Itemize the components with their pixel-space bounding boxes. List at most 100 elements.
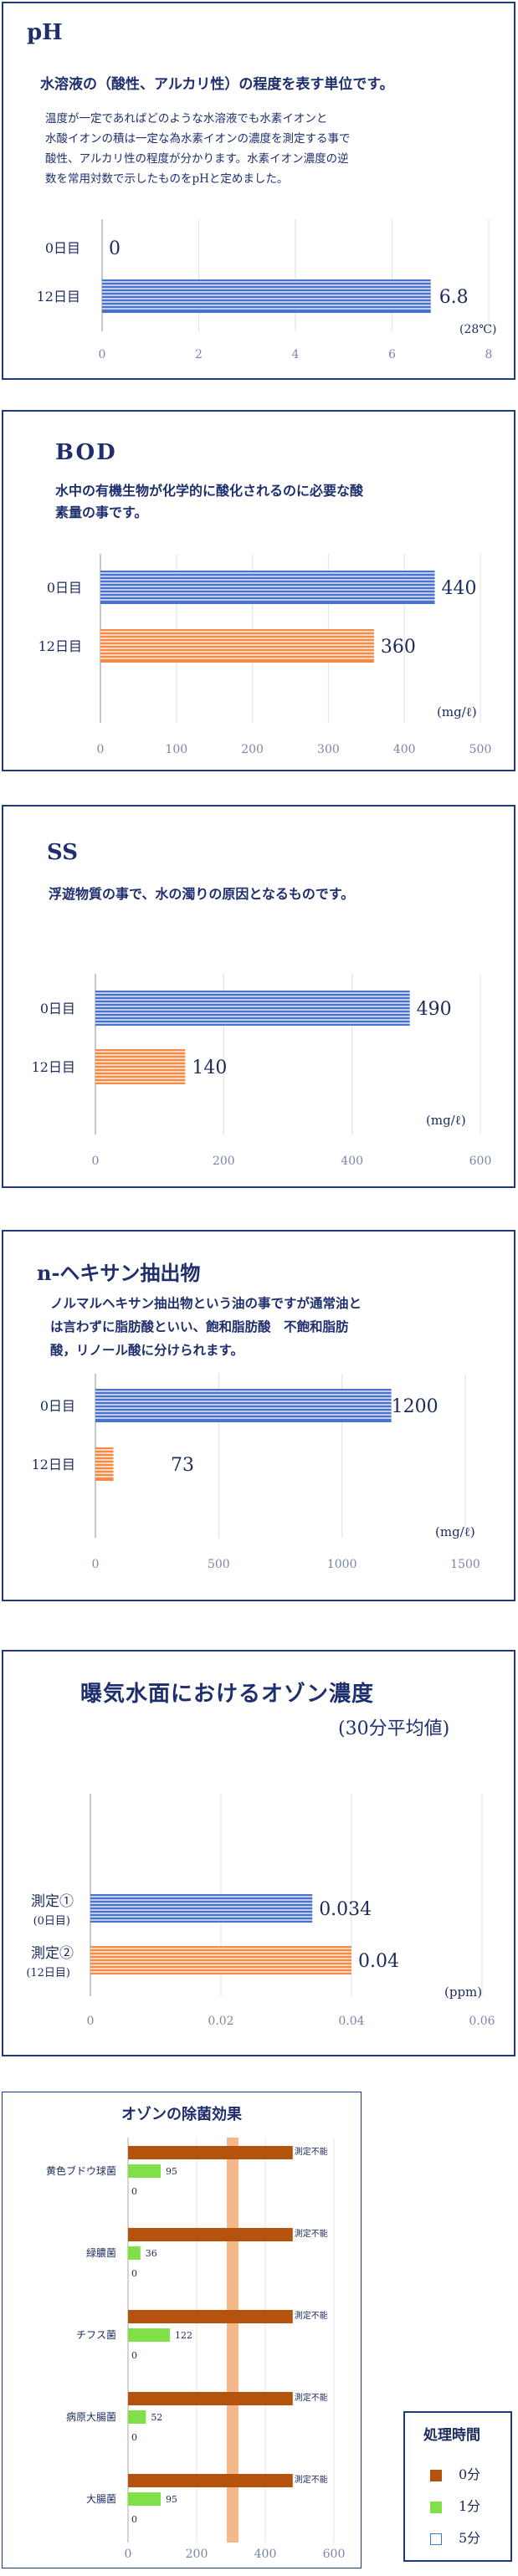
x-tick-label: 100 <box>165 743 187 756</box>
value-label: 測定不能 <box>295 2392 328 2403</box>
bar-0min <box>128 2310 293 2323</box>
bar-1min <box>128 2328 171 2342</box>
x-tick-label: 1500 <box>450 1558 480 1571</box>
value-label: 95 <box>166 2166 177 2177</box>
legend-label: 5分 <box>459 2530 481 2546</box>
category-label: 測定② <box>31 1945 74 1962</box>
value-label: 0 <box>109 238 121 259</box>
x-tick-label: 0 <box>99 348 106 361</box>
ozone-unit: (ppm) <box>444 1984 483 2000</box>
x-tick-label: 0.02 <box>208 2015 233 2028</box>
value-label: 0.034 <box>319 1899 372 1920</box>
value-label: 360 <box>381 637 416 658</box>
ph-panel: pH 水溶液の（酸性、アルカリ性）の程度を表す単位です。 温度が一定であればどの… <box>2 2 515 380</box>
bar-1min <box>128 2246 141 2260</box>
sterilize-title: オゾンの除菌効果 <box>121 2106 242 2123</box>
legend-item-5min: 5分 <box>430 2527 480 2547</box>
legend-swatch-white <box>430 2532 442 2545</box>
legend-title: 処理時間 <box>423 2427 480 2444</box>
x-tick-label: 500 <box>208 1558 230 1571</box>
category-label: 大腸菌 <box>86 2493 116 2505</box>
bar-0min <box>128 2392 293 2405</box>
hexane-desc-line: は言わずに脂肪酸といい、飽和脂肪酸 不飽和脂肪 <box>50 1319 349 1334</box>
category-label: 12日目 <box>32 1059 75 1075</box>
value-label: 0 <box>131 2186 137 2197</box>
ss-chart: 0 200 400 600 0日目 490 12日目 140 <box>32 974 492 1168</box>
value-label: 52 <box>151 2412 162 2423</box>
x-tick-label: 600 <box>469 1155 492 1168</box>
value-label: 95 <box>166 2494 177 2505</box>
value-label: 測定不能 <box>295 2146 328 2157</box>
bar-0 <box>95 991 410 1026</box>
category-label: 0日目 <box>40 1001 75 1017</box>
x-tick-label: 200 <box>186 2548 208 2561</box>
bar-1 <box>95 1049 186 1084</box>
x-tick-label: 6 <box>388 348 396 361</box>
x-tick-label: 300 <box>317 743 340 756</box>
ph-subtitle: 水溶液の（酸性、アルカリ性）の程度を表す単位です。 <box>40 76 394 93</box>
value-label: 0 <box>131 2432 137 2443</box>
value-label: 6.8 <box>439 287 469 308</box>
x-tick-label: 200 <box>213 1155 235 1168</box>
bar-1 <box>102 279 431 313</box>
bar-1 <box>95 1447 114 1481</box>
bar-1min <box>128 2164 161 2178</box>
category-label: 黄色ブドウ球菌 <box>46 2164 116 2177</box>
value-label: 490 <box>417 999 452 1020</box>
bar-0-fill <box>95 1389 392 1422</box>
x-tick-label: 8 <box>485 348 493 361</box>
ss-title: SS <box>47 840 78 865</box>
value-label: 測定不能 <box>295 2474 328 2485</box>
ph-desc-line: 温度が一定であればどのような水溶液でも水素イオンと <box>45 112 328 125</box>
x-tick-label: 200 <box>241 743 264 756</box>
bar-1 <box>90 1946 351 1974</box>
value-label: 36 <box>146 2248 157 2259</box>
bar-0 <box>100 571 435 604</box>
value-label: 0 <box>131 2268 137 2279</box>
ozone-subtitle: (30分平均値) <box>338 1718 450 1739</box>
x-tick-label: 0 <box>87 2015 95 2028</box>
x-tick-label: 0 <box>97 743 105 756</box>
x-tick-label: 0.06 <box>469 2015 495 2028</box>
ss-desc-line: 浮遊物質の事で、水の濁りの原因となるものです。 <box>49 886 355 902</box>
legend-label: 1分 <box>459 2498 481 2514</box>
ph-unit: (28℃) <box>459 323 497 336</box>
category-label: 12日目 <box>37 289 80 305</box>
bar-0min <box>128 2228 293 2241</box>
category-label: 12日目 <box>38 638 82 654</box>
ss-unit: (mg/ℓ) <box>426 1113 466 1128</box>
bod-desc-line: 水中の有機生物が化学的に酸化されるのに必要な酸 <box>55 483 364 499</box>
bar-0min <box>128 2474 293 2487</box>
value-label: 0 <box>131 2350 137 2361</box>
sterilize-panel: オゾンの除菌効果 0 200 400 600 測定不能 95 0 黄色ブドウ球菌 測定不能 36 0… <box>2 2092 362 2568</box>
sterilize-chart: 0 200 400 600測定不能950黄色ブドウ球菌測定不能360緑膿菌測定不能12… <box>46 2138 346 2561</box>
bod-panel: BOD 水中の有機生物が化学的に酸化されるのに必要な酸 素量の事です。 0 100… <box>2 410 515 771</box>
ss-description: 浮遊物質の事で、水の濁りの原因となるものです。 <box>49 883 354 905</box>
legend-swatch-brown <box>430 2469 442 2481</box>
value-label: 440 <box>442 578 477 599</box>
bar-1min <box>128 2410 146 2424</box>
x-tick-label: 0 <box>125 2548 132 2561</box>
bar-0-fill <box>90 1894 313 1923</box>
ss-panel: SS 浮遊物質の事で、水の濁りの原因となるものです。 0 200 400 600 0日目… <box>2 805 515 1188</box>
category-label: チフス菌 <box>76 2329 116 2341</box>
hexane-desc-line: 酸，リノール酸に分けられます。 <box>50 1342 244 1358</box>
ph-title: pH <box>27 20 63 45</box>
category-sublabel: (12日目) <box>26 1967 70 1979</box>
legend-swatch-green <box>430 2501 442 2513</box>
legend-item-1min: 1分 <box>430 2495 480 2515</box>
bar-0min <box>128 2146 293 2159</box>
bod-desc-line: 素量の事です。 <box>55 504 148 520</box>
ph-description: 温度が一定であればどのような水溶液でも水素イオンと 水酸イオンの積は一定な為水素… <box>45 109 351 189</box>
category-label: 0日目 <box>45 240 80 256</box>
legend-label: 0分 <box>459 2466 481 2482</box>
ph-desc-line: 数を常用対数で示したものをpHと定めました。 <box>45 172 289 186</box>
bod-chart: 0 100 200 300 400 500 0日目 440 12日目 360 <box>38 554 491 756</box>
bar-0 <box>95 1389 392 1422</box>
x-tick-label: 600 <box>323 2548 346 2561</box>
hexane-desc-line: ノルマルヘキサン抽出物という油の事ですが通常油と <box>50 1295 362 1311</box>
value-label: 73 <box>171 1455 194 1476</box>
hexane-panel: n-ヘキサン抽出物 ノルマルヘキサン抽出物という油の事ですが通常油と は言わずに… <box>2 1230 515 1601</box>
hexane-unit: (mg/ℓ) <box>435 1524 475 1539</box>
x-tick-label: 1000 <box>327 1558 357 1571</box>
